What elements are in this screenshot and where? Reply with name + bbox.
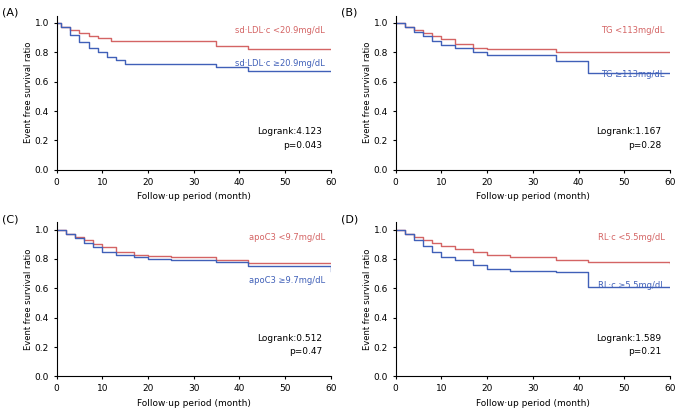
Text: sd·LDL·c ≥20.9mg/dL: sd·LDL·c ≥20.9mg/dL (235, 59, 325, 68)
Y-axis label: Event free survival ratio: Event free survival ratio (363, 249, 372, 350)
X-axis label: Follow·up period (month): Follow·up period (month) (476, 192, 590, 201)
Text: RL·c <5.5mg/dL: RL·c <5.5mg/dL (598, 233, 664, 242)
Y-axis label: Event free survival ratio: Event free survival ratio (24, 249, 33, 350)
Text: sd·LDL·c <20.9mg/dL: sd·LDL·c <20.9mg/dL (235, 26, 325, 35)
Text: p=0.043: p=0.043 (283, 141, 322, 150)
Text: RL·c ≥5.5mg/dL: RL·c ≥5.5mg/dL (598, 281, 664, 290)
Text: apoC3 <9.7mg/dL: apoC3 <9.7mg/dL (249, 233, 325, 242)
Text: (B): (B) (341, 8, 357, 18)
Text: (D): (D) (341, 215, 358, 225)
Text: p=0.21: p=0.21 (629, 347, 661, 357)
Text: Logrank:0.512: Logrank:0.512 (257, 334, 322, 342)
Y-axis label: Event free survival ratio: Event free survival ratio (363, 42, 372, 144)
X-axis label: Follow·up period (month): Follow·up period (month) (476, 399, 590, 408)
Text: TG ≥113mg/dL: TG ≥113mg/dL (601, 69, 664, 79)
Text: p=0.47: p=0.47 (289, 347, 322, 357)
Text: Logrank:1.589: Logrank:1.589 (596, 334, 661, 342)
X-axis label: Follow·up period (month): Follow·up period (month) (137, 399, 250, 408)
Text: TG <113mg/dL: TG <113mg/dL (601, 26, 664, 35)
Text: Logrank:4.123: Logrank:4.123 (258, 127, 322, 136)
Text: Logrank:1.167: Logrank:1.167 (596, 127, 661, 136)
Text: apoC3 ≥9.7mg/dL: apoC3 ≥9.7mg/dL (249, 276, 325, 285)
Text: p=0.28: p=0.28 (629, 141, 661, 150)
Y-axis label: Event free survival ratio: Event free survival ratio (24, 42, 33, 144)
Text: (C): (C) (1, 215, 18, 225)
Text: (A): (A) (1, 8, 18, 18)
X-axis label: Follow·up period (month): Follow·up period (month) (137, 192, 250, 201)
